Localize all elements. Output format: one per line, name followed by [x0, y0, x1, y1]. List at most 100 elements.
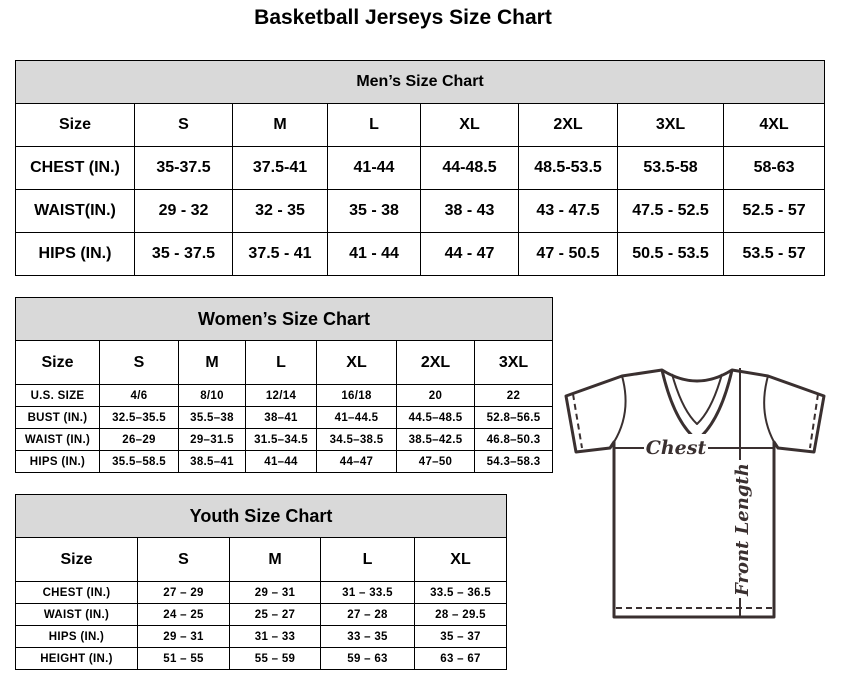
table-cell: 47–50 [396, 450, 475, 473]
table-cell: 37.5-41 [232, 146, 328, 190]
women-size-table: Women’s Size Chart Size S M L XL 2XL 3XL U.S. SI… [14, 297, 554, 473]
table-cell: 41–44 [245, 450, 317, 473]
column-header: S [99, 340, 179, 385]
table-cell: 47 - 50.5 [518, 232, 618, 276]
column-header: Size [15, 340, 100, 385]
table-cell: 4/6 [99, 384, 179, 407]
row-label: WAIST (IN.) [15, 603, 138, 626]
column-header: L [245, 340, 317, 385]
row-label: U.S. SIZE [15, 384, 100, 407]
table-cell: 24 – 25 [137, 603, 230, 626]
table-cell: 32 - 35 [232, 189, 328, 233]
table-cell: 55 – 59 [229, 647, 321, 670]
table-title: Men’s Size Chart [14, 60, 826, 104]
row-label: CHEST (IN.) [15, 146, 135, 190]
table-cell: 46.8–50.3 [473, 428, 554, 451]
column-header: M [232, 103, 328, 147]
table-header-row: Size S M L XL [15, 537, 508, 582]
table-row: WAIST (IN.) 24 – 25 25 – 27 27 – 28 28 – 29.… [15, 603, 508, 626]
table-title: Youth Size Chart [14, 494, 508, 538]
table-row: HIPS (IN.) 35 - 37.5 37.5 - 41 41 - 44 44 - … [15, 232, 826, 276]
table-cell: 58-63 [722, 146, 826, 190]
row-label: HIPS (IN.) [15, 625, 138, 648]
men-size-table: Men’s Size Chart Size S M L XL 2XL 3XL 4XL CHEST … [14, 60, 826, 276]
table-cell: 33.5 – 36.5 [413, 581, 508, 604]
table-cell: 38 - 43 [420, 189, 519, 233]
column-header: 3XL [617, 103, 724, 147]
table-cell: 51 – 55 [137, 647, 230, 670]
table-title: Women’s Size Chart [14, 297, 554, 341]
table-row: HIPS (IN.) 35.5–58.5 38.5–41 41–44 44–47 47–5… [15, 450, 554, 473]
table-cell: 29 – 31 [137, 625, 230, 648]
table-cell: 35 – 37 [413, 625, 508, 648]
table-cell: 52.8–56.5 [473, 406, 554, 429]
column-header: 3XL [473, 340, 554, 385]
row-label: HEIGHT (IN.) [15, 647, 138, 670]
table-cell: 32.5–35.5 [99, 406, 179, 429]
column-header: L [327, 103, 421, 147]
table-cell: 22 [473, 384, 554, 407]
table-cell: 41 - 44 [327, 232, 421, 276]
table-cell: 29–31.5 [178, 428, 246, 451]
page-title: Basketball Jerseys Size Chart [254, 6, 552, 29]
chest-label: Chest [646, 437, 707, 459]
column-header: Size [15, 103, 135, 147]
table-cell: 33 – 35 [320, 625, 415, 648]
table-row: WAIST(IN.) 29 - 32 32 - 35 35 - 38 38 - 43 43… [15, 189, 826, 233]
table-row: U.S. SIZE 4/6 8/10 12/14 16/18 20 22 [15, 384, 554, 407]
table-cell: 53.5-58 [617, 146, 724, 190]
column-header: M [229, 537, 321, 582]
table-title-row: Women’s Size Chart [14, 297, 554, 341]
table-cell: 35 - 38 [327, 189, 421, 233]
table-cell: 52.5 - 57 [722, 189, 826, 233]
table-header-row: Size S M L XL 2XL 3XL 4XL [15, 103, 826, 147]
column-header: 4XL [722, 103, 826, 147]
column-header: XL [316, 340, 397, 385]
table-cell: 38.5–42.5 [396, 428, 475, 451]
table-cell: 63 – 67 [413, 647, 508, 670]
table-row: WAIST (IN.) 26–29 29–31.5 31.5–34.5 34.5–38.… [15, 428, 554, 451]
column-header: L [320, 537, 415, 582]
table-cell: 38.5–41 [178, 450, 246, 473]
row-label: BUST (IN.) [15, 406, 100, 429]
row-label: HIPS (IN.) [15, 450, 100, 473]
table-cell: 35.5–58.5 [99, 450, 179, 473]
table-cell: 26–29 [99, 428, 179, 451]
table-cell: 44.5–48.5 [396, 406, 475, 429]
shirt-outline [564, 368, 826, 619]
table-cell: 47.5 - 52.5 [617, 189, 724, 233]
column-header: XL [413, 537, 508, 582]
table-row: HEIGHT (IN.) 51 – 55 55 – 59 59 – 63 63 – 67 [15, 647, 508, 670]
table-title-row: Men’s Size Chart [14, 60, 826, 104]
column-header: 2XL [396, 340, 475, 385]
table-cell: 41-44 [327, 146, 421, 190]
table-row: HIPS (IN.) 29 – 31 31 – 33 33 – 35 35 – 37 [15, 625, 508, 648]
table-cell: 37.5 - 41 [232, 232, 328, 276]
table-cell: 27 – 28 [320, 603, 415, 626]
table-row: BUST (IN.) 32.5–35.5 35.5–38 38–41 41–44.5 44… [15, 406, 554, 429]
table-cell: 20 [396, 384, 475, 407]
column-header: M [178, 340, 246, 385]
table-title-row: Youth Size Chart [14, 494, 508, 538]
table-cell: 54.3–58.3 [473, 450, 554, 473]
table-row: CHEST (IN.) 35-37.5 37.5-41 41-44 44-48.5 48.… [15, 146, 826, 190]
column-header: S [137, 537, 230, 582]
table-cell: 44-48.5 [420, 146, 519, 190]
table-header-row: Size S M L XL 2XL 3XL [15, 340, 554, 385]
table-cell: 16/18 [316, 384, 397, 407]
front-length-label: Front Length [732, 463, 753, 597]
column-header: 2XL [518, 103, 618, 147]
table-cell: 29 – 31 [229, 581, 321, 604]
table-cell: 59 – 63 [320, 647, 415, 670]
row-label: WAIST(IN.) [15, 189, 135, 233]
row-label: CHEST (IN.) [15, 581, 138, 604]
table-cell: 35.5–38 [178, 406, 246, 429]
table-cell: 35-37.5 [134, 146, 233, 190]
table-cell: 31.5–34.5 [245, 428, 317, 451]
youth-size-table: Youth Size Chart Size S M L XL CHEST (IN.) 27 –… [14, 494, 508, 670]
table-cell: 31 – 33.5 [320, 581, 415, 604]
table-cell: 44–47 [316, 450, 397, 473]
table-cell: 29 - 32 [134, 189, 233, 233]
column-header: XL [420, 103, 519, 147]
column-header: S [134, 103, 233, 147]
